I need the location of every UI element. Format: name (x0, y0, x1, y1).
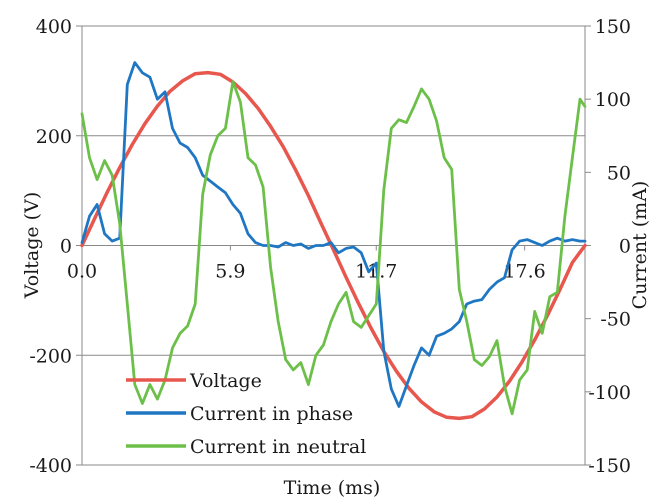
left-tick-label: 0 (60, 236, 72, 258)
left-axis-label: Voltage (V) (21, 192, 43, 299)
left-tick-label: 400 (36, 16, 72, 38)
legend-label-current-in-neutral: Current in neutral (190, 436, 366, 458)
x-axis-ticks: 0.0 5.9 11.7 17.6 (67, 245, 546, 283)
x-tick-label: 17.6 (503, 261, 545, 283)
left-tick-label: -200 (29, 345, 72, 367)
right-tick-label: 100 (595, 89, 631, 111)
series-line-current-in-phase (80, 61, 587, 408)
legend: Voltage Current in phase Current in neut… (126, 370, 366, 458)
legend-label-current-in-phase: Current in phase (190, 403, 353, 425)
x-tick-label: 5.9 (215, 261, 245, 283)
right-tick-label: 50 (607, 162, 631, 184)
right-axis-ticks: -150 -100 -50 0 50 100 150 (585, 16, 631, 477)
series-lines (80, 61, 587, 421)
legend-label-voltage: Voltage (189, 370, 262, 392)
right-tick-label: 150 (595, 16, 631, 38)
x-tick-label: 0.0 (67, 261, 97, 283)
right-tick-label: -150 (588, 455, 631, 477)
left-tick-label: 200 (36, 126, 72, 148)
x-axis-label: Time (ms) (284, 477, 381, 498)
right-tick-label: -100 (588, 382, 631, 404)
left-axis-ticks: -400 -200 0 200 400 (29, 16, 82, 477)
series-line-current-in-neutral (80, 80, 587, 416)
right-axis-label: Current (mA) (629, 181, 651, 310)
left-tick-label: -400 (29, 455, 72, 477)
right-tick-label: -50 (600, 309, 631, 331)
right-tick-label: 0 (619, 236, 631, 258)
